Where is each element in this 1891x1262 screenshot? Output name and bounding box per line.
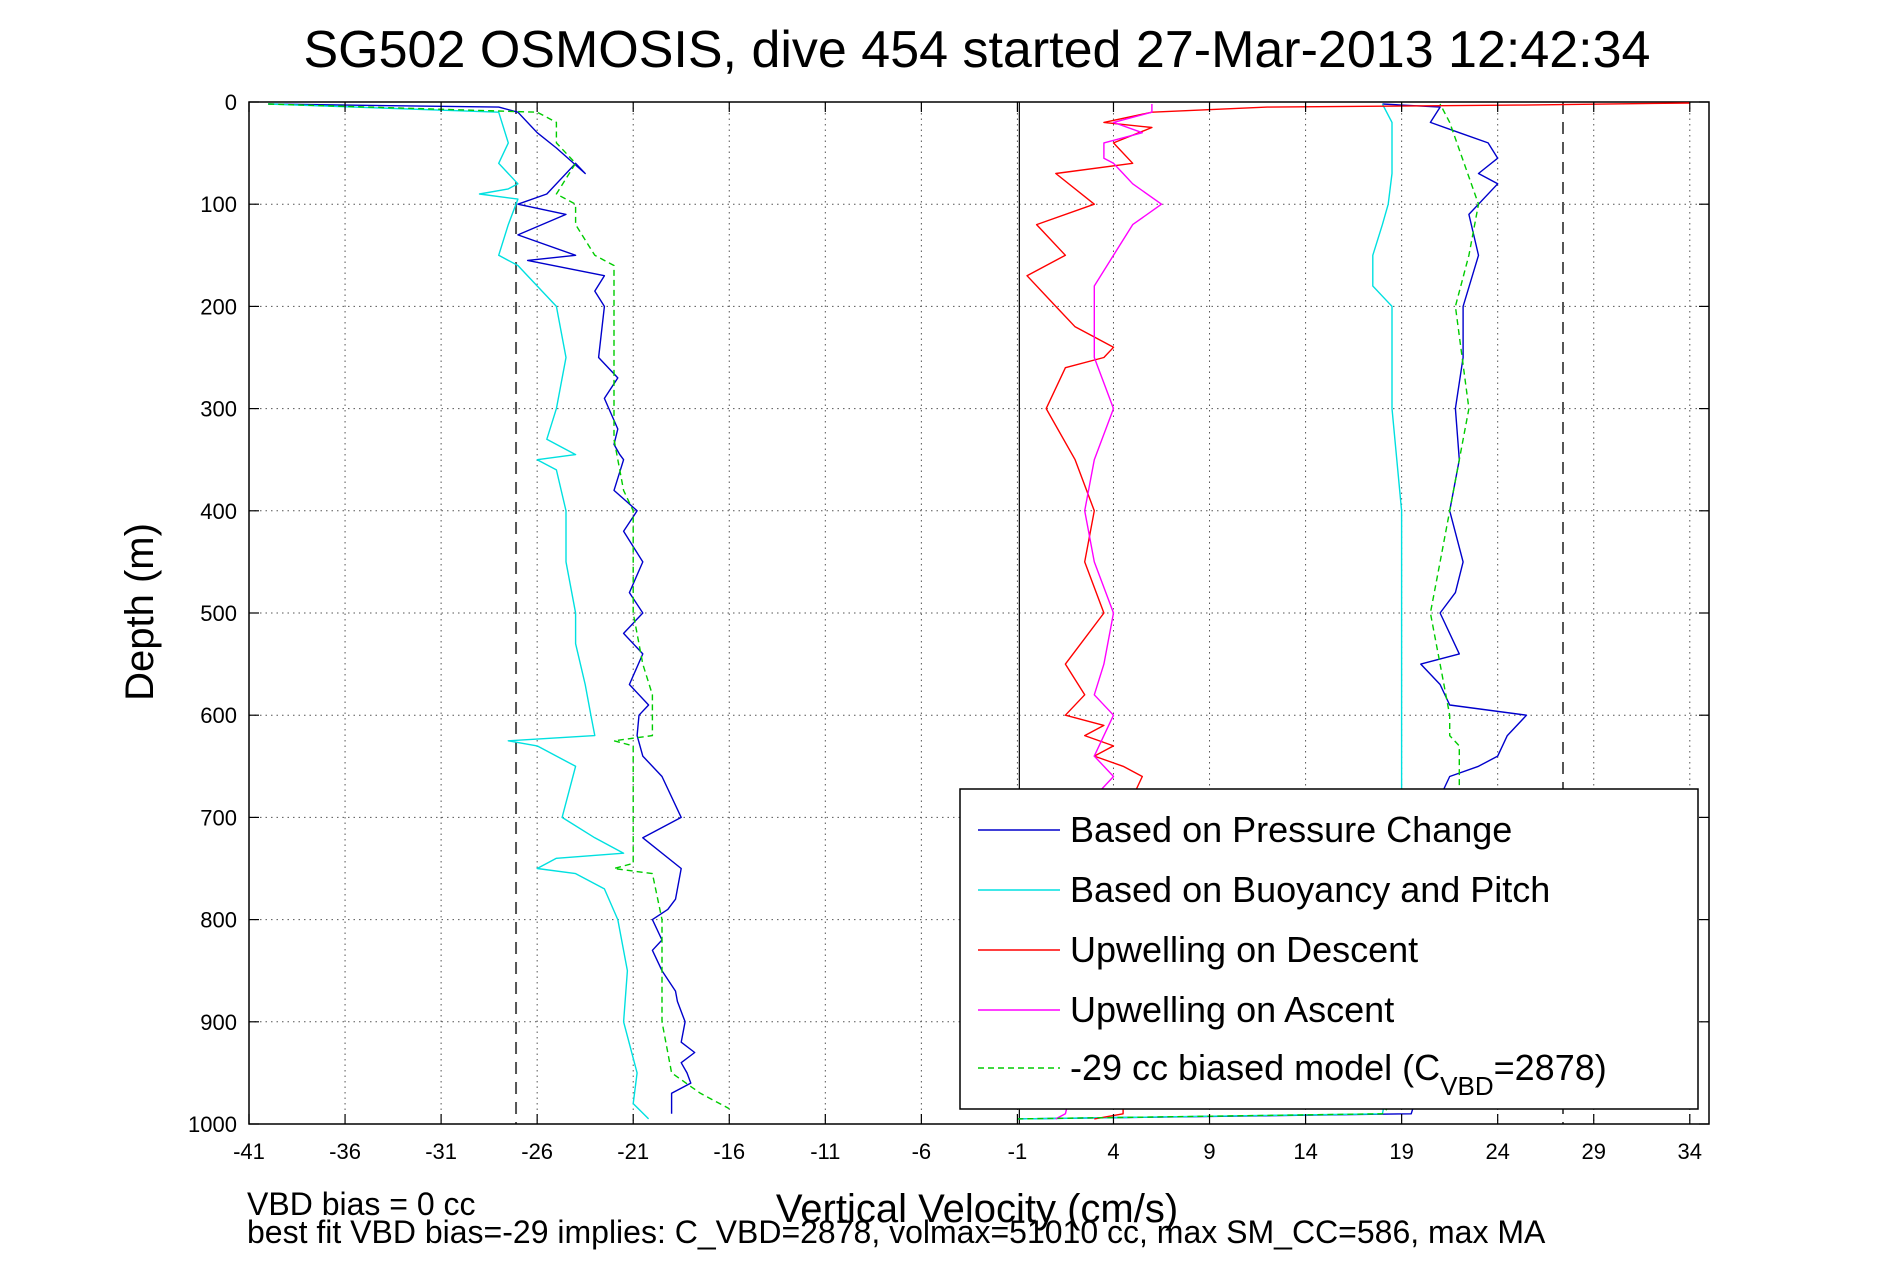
y-tick-label: 400: [200, 499, 237, 524]
legend: Based on Pressure Change Based on Buoyanc…: [959, 788, 1699, 1110]
legend-label-1: Based on Buoyancy and Pitch: [1070, 869, 1550, 910]
x-tick-label: -6: [912, 1139, 932, 1164]
footer-line-1: VBD bias = 0 cc: [247, 1186, 476, 1222]
x-tick-label: -16: [713, 1139, 745, 1164]
x-tick-label: 19: [1389, 1139, 1413, 1164]
legend-label-2: Upwelling on Descent: [1070, 929, 1418, 970]
y-axis-ticks: 0 100 200 300 400 500 600 700 800 900 1000: [188, 90, 1709, 1137]
y-tick-label: 300: [200, 397, 237, 422]
x-tick-label: 4: [1107, 1139, 1119, 1164]
series-line-1: [268, 103, 650, 1120]
legend-box: [959, 788, 1699, 1110]
y-tick-label: 600: [200, 703, 237, 728]
series-line-4: [1017, 103, 1480, 1120]
x-axis-ticks: -41 -36 -31 -26 -21 -16 -11 -6 -1 4 9 14 19 24 29 34: [233, 102, 1702, 1164]
x-tick-label: 14: [1293, 1139, 1317, 1164]
series-line-0: [268, 103, 696, 1114]
series-line-0: [1017, 103, 1528, 1120]
x-tick-label: 29: [1581, 1139, 1605, 1164]
x-axis-label: Vertical Velocity (cm/s): [776, 1187, 1178, 1231]
y-tick-label: 700: [200, 805, 237, 830]
x-tick-label: -31: [425, 1139, 457, 1164]
x-tick-label: -1: [1008, 1139, 1028, 1164]
series-line-4: [268, 103, 730, 1110]
x-tick-label: -41: [233, 1139, 265, 1164]
x-tick-label: -26: [521, 1139, 553, 1164]
y-axis-label: Depth (m): [118, 523, 162, 701]
legend-items: Based on Pressure Change Based on Buoyanc…: [978, 809, 1607, 1101]
y-tick-label: 100: [200, 192, 237, 217]
x-tick-label: -11: [810, 1139, 840, 1164]
y-tick-label: 500: [200, 601, 237, 626]
x-tick-label: -36: [329, 1139, 361, 1164]
y-tick-label: 200: [200, 294, 237, 319]
y-tick-label: 1000: [188, 1112, 237, 1137]
y-tick-label: 0: [225, 90, 237, 115]
x-tick-label: 9: [1203, 1139, 1215, 1164]
x-tick-label: -21: [617, 1139, 649, 1164]
y-tick-label: 800: [200, 908, 237, 933]
legend-label-3: Upwelling on Ascent: [1070, 989, 1394, 1030]
x-tick-label: 24: [1485, 1139, 1509, 1164]
legend-label-0: Based on Pressure Change: [1070, 809, 1512, 850]
chart-title: SG502 OSMOSIS, dive 454 started 27-Mar-2…: [304, 21, 1651, 79]
footer-line-2: best fit VBD bias=-29 implies: C_VBD=287…: [247, 1214, 1546, 1250]
y-tick-label: 900: [200, 1010, 237, 1035]
x-tick-label: 34: [1678, 1139, 1702, 1164]
